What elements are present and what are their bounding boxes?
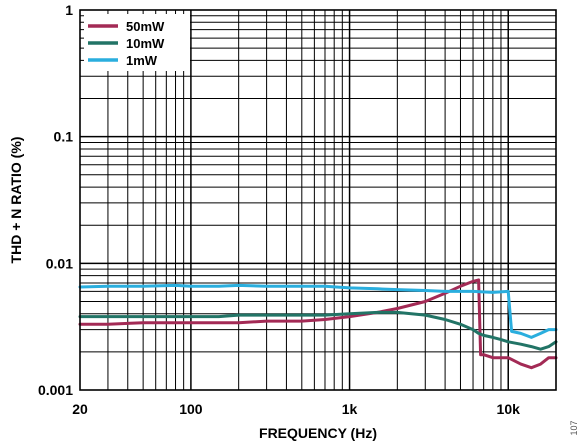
x-tick-labels: 20 100 1k 10k: [72, 401, 520, 417]
x-axis-label: FREQUENCY (Hz): [259, 425, 377, 441]
legend: 50mW 10mW 1mW: [88, 19, 165, 68]
plot-frame: [79, 9, 557, 391]
series-line: [78, 278, 558, 370]
grid-lines: [80, 10, 556, 390]
y-tick-label: 1: [65, 2, 73, 18]
x-tick-label: 10k: [497, 401, 521, 417]
y-tick-labels: 0.001 0.01 0.1 1: [38, 2, 73, 398]
series-line: [78, 310, 558, 351]
x-tick-label: 100: [179, 401, 203, 417]
series-layer: [78, 278, 558, 370]
y-tick-label: 0.01: [46, 255, 73, 271]
x-tick-label: 1k: [342, 401, 358, 417]
series-line: [78, 283, 558, 339]
legend-label: 10mW: [126, 36, 165, 51]
y-tick-label: 0.1: [54, 129, 74, 145]
y-axis-label: THD + N RATIO (%): [8, 137, 24, 264]
legend-label: 1mW: [126, 53, 158, 68]
y-tick-label: 0.001: [38, 382, 73, 398]
figure-number: 107: [569, 420, 579, 435]
x-tick-label: 20: [72, 401, 88, 417]
legend-label: 50mW: [126, 19, 165, 34]
